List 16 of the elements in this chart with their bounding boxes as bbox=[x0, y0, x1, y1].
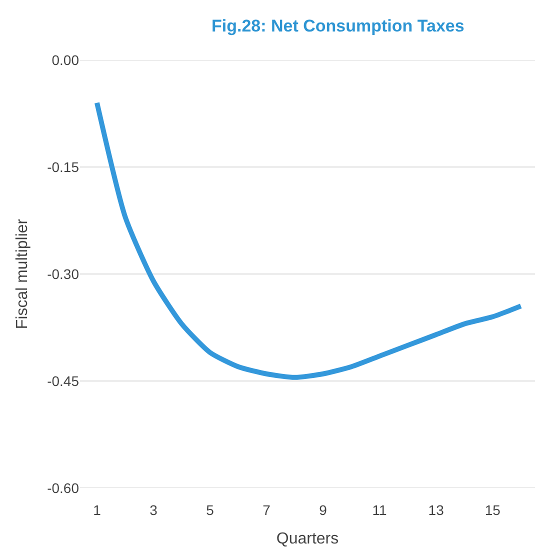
y-tick-label: -0.60 bbox=[47, 480, 80, 496]
x-tick-label: 7 bbox=[262, 502, 271, 518]
y-axis-title: Fiscal multiplier bbox=[14, 218, 31, 330]
x-tick-label: 5 bbox=[206, 502, 214, 518]
x-tick-label: 3 bbox=[150, 502, 158, 518]
x-tick-label: 13 bbox=[428, 502, 444, 518]
y-tick-label: 0.00 bbox=[52, 52, 80, 68]
x-axis-title: Quarters bbox=[276, 530, 339, 548]
x-tick-label: 11 bbox=[372, 502, 388, 518]
y-tick-label: -0.45 bbox=[47, 372, 80, 389]
x-tick-label: 9 bbox=[319, 502, 328, 518]
x-tick-label: 15 bbox=[484, 502, 501, 518]
y-tick-label: -0.30 bbox=[47, 266, 80, 282]
y-tick-label: -0.15 bbox=[47, 158, 80, 175]
chart-title: Fig.28: Net Consumption Taxes bbox=[211, 16, 464, 36]
x-tick-label: 1 bbox=[93, 502, 102, 518]
